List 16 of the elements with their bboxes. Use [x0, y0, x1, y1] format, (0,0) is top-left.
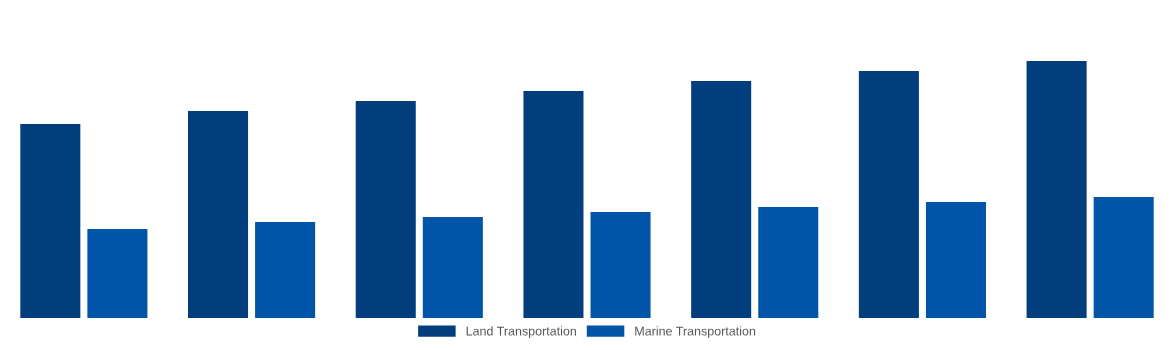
bar	[20, 123, 81, 318]
bar	[255, 221, 316, 318]
legend-label: Land Transportation	[466, 326, 576, 338]
legend-label: Marine Transportation	[635, 326, 756, 338]
bar	[590, 212, 651, 318]
bar	[188, 111, 249, 318]
bar	[758, 206, 819, 318]
bar	[422, 217, 483, 318]
bar	[925, 202, 986, 318]
bar	[1026, 61, 1087, 318]
bar	[1093, 196, 1154, 318]
bar	[355, 101, 416, 318]
bar	[87, 229, 148, 318]
bar	[523, 91, 584, 318]
bar	[691, 81, 752, 318]
bar	[858, 71, 919, 318]
